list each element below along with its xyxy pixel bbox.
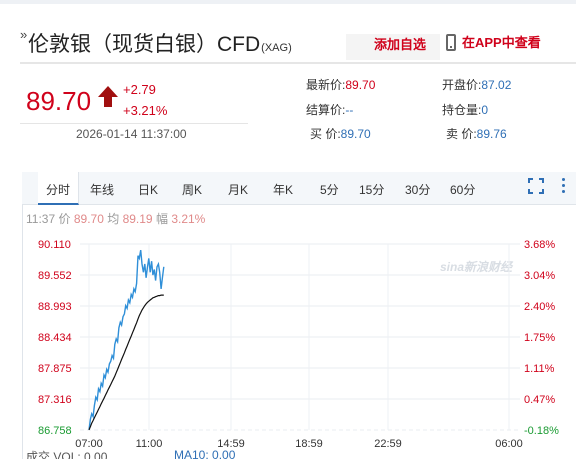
add-favorite-button[interactable]: 添加自选 xyxy=(346,34,441,60)
chart-tabs: 分时 年线 日K 周K 月K 年K 5分 15分 30分 60分 xyxy=(22,172,576,205)
price-change: +2.79 xyxy=(123,82,156,97)
tab-5min[interactable]: 5分 xyxy=(320,183,339,197)
y-tick-label: 87.875 xyxy=(38,363,72,375)
pct-tick-label: 1.11% xyxy=(524,363,555,375)
top-bar xyxy=(0,0,576,4)
tab-year-line[interactable]: 年线 xyxy=(90,183,115,197)
last-price: 89.70 xyxy=(26,86,92,116)
pct-tick-label: 2.40% xyxy=(524,301,555,313)
fullscreen-icon[interactable] xyxy=(528,178,544,194)
volume-row: 成交 VOL: 0.00 MA10: 0.00 xyxy=(26,448,236,459)
stat-last-price: 最新价:89.70 xyxy=(306,78,376,92)
x-tick-label: 06:00 xyxy=(495,438,523,450)
title-row: » 伦敦银（现货白银）CFD(XAG) 添加自选 在APP中查看 xyxy=(0,22,576,62)
x-tick-label: 07:00 xyxy=(75,438,103,450)
x-tick-label: 11:00 xyxy=(136,438,163,450)
price-divider xyxy=(20,123,248,124)
sina-watermark-logo: sina新浪财经 xyxy=(440,260,513,274)
price-series-line xyxy=(88,249,165,430)
stat-settlement-price: 结算价:-- xyxy=(306,103,354,117)
pct-tick-label: 3.68% xyxy=(524,239,555,251)
tab-intraday[interactable]: 分时 xyxy=(38,172,80,205)
y-tick-label: 86.758 xyxy=(38,425,72,437)
more-options-icon[interactable] xyxy=(561,176,567,196)
tab-15min[interactable]: 15分 xyxy=(359,183,385,197)
price-change-percent: +3.21% xyxy=(123,103,168,118)
view-in-app-link[interactable]: 在APP中查看 xyxy=(446,32,541,51)
y-tick-label: 89.552 xyxy=(38,270,72,282)
y-tick-label: 88.434 xyxy=(38,332,72,344)
average-series-line xyxy=(88,294,164,431)
tab-60min[interactable]: 60分 xyxy=(450,183,476,197)
phone-icon xyxy=(446,34,456,51)
instrument-title: » 伦敦银（现货白银）CFD(XAG) xyxy=(20,27,292,58)
x-tick-label: 18:59 xyxy=(295,438,323,450)
tab-daily-k[interactable]: 日K xyxy=(138,183,159,197)
y-tick-label: 87.316 xyxy=(38,394,72,406)
view-in-app-label: 在APP中查看 xyxy=(462,35,541,50)
pct-tick-label: 3.04% xyxy=(524,270,555,282)
stat-open-price: 开盘价:87.02 xyxy=(442,78,512,92)
tab-weekly-k[interactable]: 周K xyxy=(182,183,203,197)
instrument-code: (XAG) xyxy=(261,42,292,54)
tab-30min[interactable]: 30分 xyxy=(405,183,431,197)
pct-tick-label: 1.75% xyxy=(524,332,555,344)
arrow-up-icon xyxy=(98,86,118,108)
tab-yearly-k[interactable]: 年K xyxy=(273,183,294,197)
stat-ask-price: 卖 价:89.76 xyxy=(446,127,507,141)
y-tick-label: 90.110 xyxy=(38,239,71,251)
crosshair-info: 11:37 价 89.70 均 89.19 幅 3.21% xyxy=(26,212,206,226)
x-tick-label: 22:59 xyxy=(374,438,402,450)
stat-bid-price: 买 价:89.70 xyxy=(310,127,371,141)
x-tick-label: 14:59 xyxy=(217,438,245,450)
pct-tick-label: -0.18% xyxy=(524,425,559,437)
double-chevron-icon: » xyxy=(20,27,28,42)
stat-open-interest: 持仓量:0 xyxy=(442,103,489,117)
title-divider xyxy=(20,62,576,64)
quote-datetime: 2026-01-14 11:37:00 xyxy=(76,127,187,141)
y-tick-label: 88.993 xyxy=(38,301,72,313)
pct-tick-label: 0.47% xyxy=(524,394,555,406)
instrument-name: 伦敦银（现货白银）CFD xyxy=(28,33,261,56)
tab-monthly-k[interactable]: 月K xyxy=(228,183,249,197)
